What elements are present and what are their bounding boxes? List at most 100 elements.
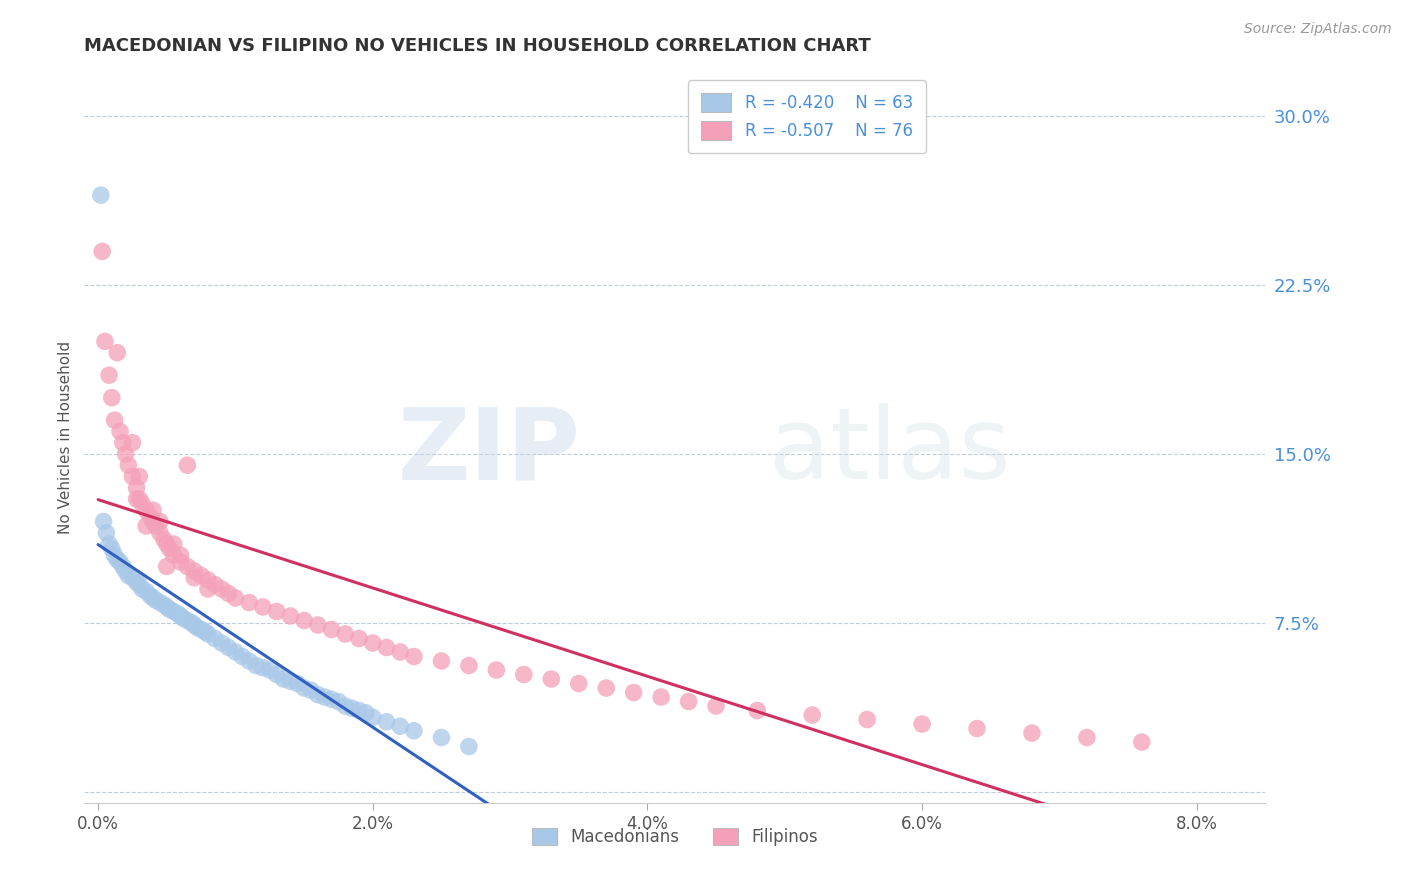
Point — [114, 564, 136, 578]
Point — [245, 658, 267, 673]
Point — [335, 627, 357, 641]
Point — [121, 571, 143, 585]
Point — [162, 605, 184, 619]
Point — [169, 555, 191, 569]
Point — [98, 537, 121, 551]
Point — [292, 681, 315, 695]
Point — [108, 555, 131, 569]
Point — [142, 515, 165, 529]
Point — [801, 708, 824, 723]
Point — [485, 663, 508, 677]
Point — [307, 688, 329, 702]
Point — [273, 672, 295, 686]
Point — [678, 694, 700, 708]
Point — [128, 469, 150, 483]
Point — [280, 609, 302, 624]
Point — [125, 491, 148, 506]
Point — [704, 699, 727, 714]
Point — [101, 391, 124, 405]
Point — [121, 435, 143, 450]
Point — [430, 654, 453, 668]
Point — [149, 595, 172, 609]
Point — [142, 591, 165, 605]
Point — [340, 701, 363, 715]
Point — [149, 515, 172, 529]
Point — [125, 575, 148, 590]
Point — [166, 607, 188, 621]
Point — [111, 559, 134, 574]
Point — [176, 458, 198, 473]
Point — [90, 188, 112, 202]
Point — [361, 710, 384, 724]
Point — [156, 537, 179, 551]
Point — [190, 568, 212, 582]
Point — [156, 559, 179, 574]
Point — [101, 541, 124, 556]
Point — [117, 568, 139, 582]
Point — [513, 667, 536, 681]
Point — [252, 661, 274, 675]
Point — [169, 548, 191, 562]
Point — [139, 510, 162, 524]
Point — [375, 714, 398, 729]
Point — [457, 739, 479, 754]
Point — [911, 717, 934, 731]
Point — [280, 674, 302, 689]
Point — [91, 244, 114, 259]
Point — [266, 667, 288, 681]
Text: Source: ZipAtlas.com: Source: ZipAtlas.com — [1244, 22, 1392, 37]
Point — [321, 692, 343, 706]
Point — [103, 413, 125, 427]
Point — [153, 533, 176, 547]
Point — [224, 591, 246, 605]
Point — [204, 632, 226, 646]
Point — [197, 627, 219, 641]
Point — [128, 491, 150, 506]
Point — [307, 618, 329, 632]
Point — [430, 731, 453, 745]
Point — [314, 690, 336, 704]
Point — [180, 615, 202, 630]
Point — [1021, 726, 1043, 740]
Point — [176, 559, 198, 574]
Point — [389, 645, 412, 659]
Point — [183, 564, 205, 578]
Point — [197, 582, 219, 596]
Point — [194, 624, 217, 639]
Point — [145, 593, 167, 607]
Point — [375, 640, 398, 655]
Point — [402, 649, 425, 664]
Point — [183, 618, 205, 632]
Point — [121, 469, 143, 483]
Point — [224, 645, 246, 659]
Point — [747, 704, 769, 718]
Point — [153, 598, 176, 612]
Point — [135, 503, 157, 517]
Point — [128, 577, 150, 591]
Point — [623, 685, 645, 699]
Point — [347, 704, 370, 718]
Point — [145, 519, 167, 533]
Point — [105, 345, 128, 359]
Point — [389, 719, 412, 733]
Point — [93, 515, 115, 529]
Point — [125, 481, 148, 495]
Point — [252, 599, 274, 614]
Point — [105, 553, 128, 567]
Point — [595, 681, 617, 695]
Point — [96, 525, 118, 540]
Point — [354, 706, 377, 720]
Point — [131, 496, 153, 510]
Point — [159, 541, 181, 556]
Point — [169, 609, 191, 624]
Point — [1076, 731, 1098, 745]
Point — [204, 577, 226, 591]
Point — [259, 663, 281, 677]
Point — [108, 425, 131, 439]
Point — [218, 640, 240, 655]
Y-axis label: No Vehicles in Household: No Vehicles in Household — [58, 341, 73, 533]
Point — [402, 723, 425, 738]
Point — [176, 614, 198, 628]
Point — [231, 649, 253, 664]
Point — [328, 694, 350, 708]
